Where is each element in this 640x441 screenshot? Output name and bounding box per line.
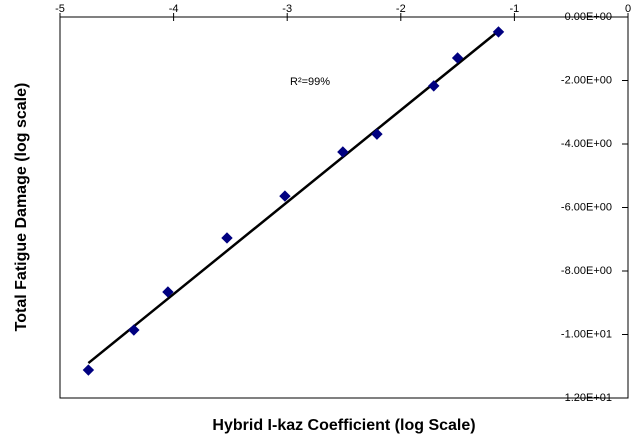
data-point	[82, 364, 95, 376]
y-tick-label: -1.00E+01	[561, 328, 612, 340]
data-point	[451, 52, 464, 64]
x-tick-label: -4	[169, 3, 179, 15]
data-point	[128, 324, 140, 336]
plot-frame	[59, 16, 629, 399]
y-tick-label: -1.20E+01	[561, 392, 612, 404]
data-point	[428, 80, 440, 92]
y-tick-label: 0.00E+00	[565, 11, 612, 23]
data-point	[337, 146, 349, 158]
x-tick-label: -5	[55, 3, 65, 15]
data-point	[371, 128, 383, 140]
y-tick-label: -4.00E+00	[561, 138, 612, 150]
data-point	[162, 286, 174, 298]
data-point	[492, 26, 505, 38]
y-tick-label: -6.00E+00	[561, 201, 612, 213]
y-tick-label: -2.00E+00	[561, 74, 612, 86]
x-tick-label: -3	[282, 3, 292, 15]
annotation: R²=99%	[290, 76, 330, 88]
x-axis-title: Hybrid I-kaz Coefficient (log Scale)	[212, 417, 475, 434]
y-axis-title: Total Fatigue Damage (log scale)	[13, 83, 30, 332]
data-point	[279, 190, 291, 202]
data-point	[221, 232, 233, 244]
x-tick-label: -1	[510, 3, 520, 15]
y-tick-label: -8.00E+00	[561, 265, 612, 277]
x-tick-label: -2	[396, 3, 406, 15]
x-tick-label: 0	[625, 3, 631, 15]
